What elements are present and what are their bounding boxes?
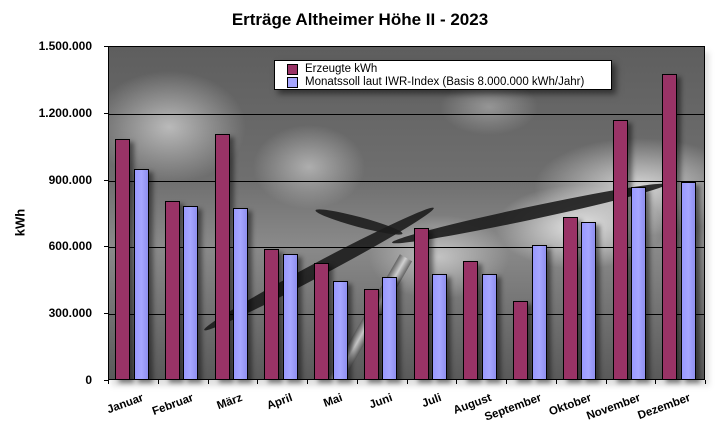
bar-erzeugt-juli <box>413 228 429 380</box>
bar-soll-november <box>631 187 646 380</box>
legend-label-soll: Monatssoll laut IWR-Index (Basis 8.000.0… <box>305 76 585 88</box>
y-tick-label: 300.000 <box>48 306 92 321</box>
bar-erzeugt-oktober <box>562 217 578 380</box>
legend-label-erzeugt: Erzeugte kWh <box>305 63 378 75</box>
x-tick-mark <box>705 380 706 384</box>
bar-erzeugt-januar <box>115 139 130 380</box>
bars-layer <box>108 46 705 380</box>
y-tick-label: 1.500.000 <box>38 39 92 53</box>
gridline <box>109 314 704 316</box>
x-tick-mark <box>157 380 159 384</box>
gridline <box>109 180 704 182</box>
y-tick-label: 0 <box>85 373 92 387</box>
legend: Erzeugte kWh Monatssoll laut IWR-Index (… <box>274 60 612 90</box>
y-tick-mark <box>104 246 108 248</box>
chart-title: Erträge Altheimer Höhe II - 2023 <box>231 10 489 29</box>
x-tick-mark <box>257 380 259 384</box>
legend-swatch-soll <box>287 76 298 88</box>
legend-item-erzeugt: Erzeugte kWh <box>287 63 377 75</box>
y-tick-mark <box>104 112 108 114</box>
legend-swatch-erzeugt <box>287 63 298 75</box>
x-tick-mark <box>555 380 557 384</box>
plot-area <box>108 46 705 380</box>
bar-soll-januar <box>133 169 149 380</box>
y-tick-mark <box>104 313 108 315</box>
bar-soll-märz <box>233 208 248 380</box>
bar-soll-september <box>531 245 547 380</box>
gridline <box>109 247 704 249</box>
y-tick-mark <box>104 46 108 47</box>
x-tick-mark <box>108 380 109 384</box>
y-tick-mark <box>104 380 108 381</box>
bar-soll-mai <box>332 281 348 380</box>
bar-erzeugt-februar <box>164 201 180 380</box>
bar-erzeugt-dezember <box>662 74 678 380</box>
bar-erzeugt-juni <box>363 289 379 380</box>
x-tick-mark <box>207 380 209 384</box>
bar-erzeugt-august <box>463 261 479 380</box>
x-tick-mark <box>655 380 657 384</box>
x-tick-mark <box>506 380 507 384</box>
x-tick-mark <box>356 380 358 384</box>
y-axis-label: kWh <box>12 208 28 237</box>
bar-erzeugt-april <box>264 249 280 380</box>
bar-soll-juni <box>382 277 398 380</box>
bar-erzeugt-november <box>612 119 628 380</box>
x-tick-mark <box>307 380 308 384</box>
x-tick-mark <box>605 380 607 384</box>
bar-soll-august <box>481 274 497 380</box>
x-tick-mark <box>456 380 458 384</box>
gridline <box>109 113 704 115</box>
y-tick-label: 600.000 <box>48 239 92 254</box>
y-tick-mark <box>104 179 108 181</box>
bar-soll-februar <box>183 206 199 380</box>
bar-erzeugt-märz <box>214 133 230 380</box>
bar-soll-april <box>282 254 298 380</box>
bar-erzeugt-september <box>513 301 528 380</box>
bar-soll-oktober <box>581 222 597 380</box>
x-tick-mark <box>406 380 408 384</box>
bar-soll-juli <box>432 274 447 380</box>
y-tick-label: 900.000 <box>48 172 92 187</box>
y-tick-label: 1.200.000 <box>38 105 92 120</box>
bar-soll-dezember <box>680 181 696 380</box>
legend-item-soll: Monatssoll laut IWR-Index (Basis 8.000.0… <box>287 76 584 88</box>
bar-erzeugt-mai <box>314 263 329 380</box>
